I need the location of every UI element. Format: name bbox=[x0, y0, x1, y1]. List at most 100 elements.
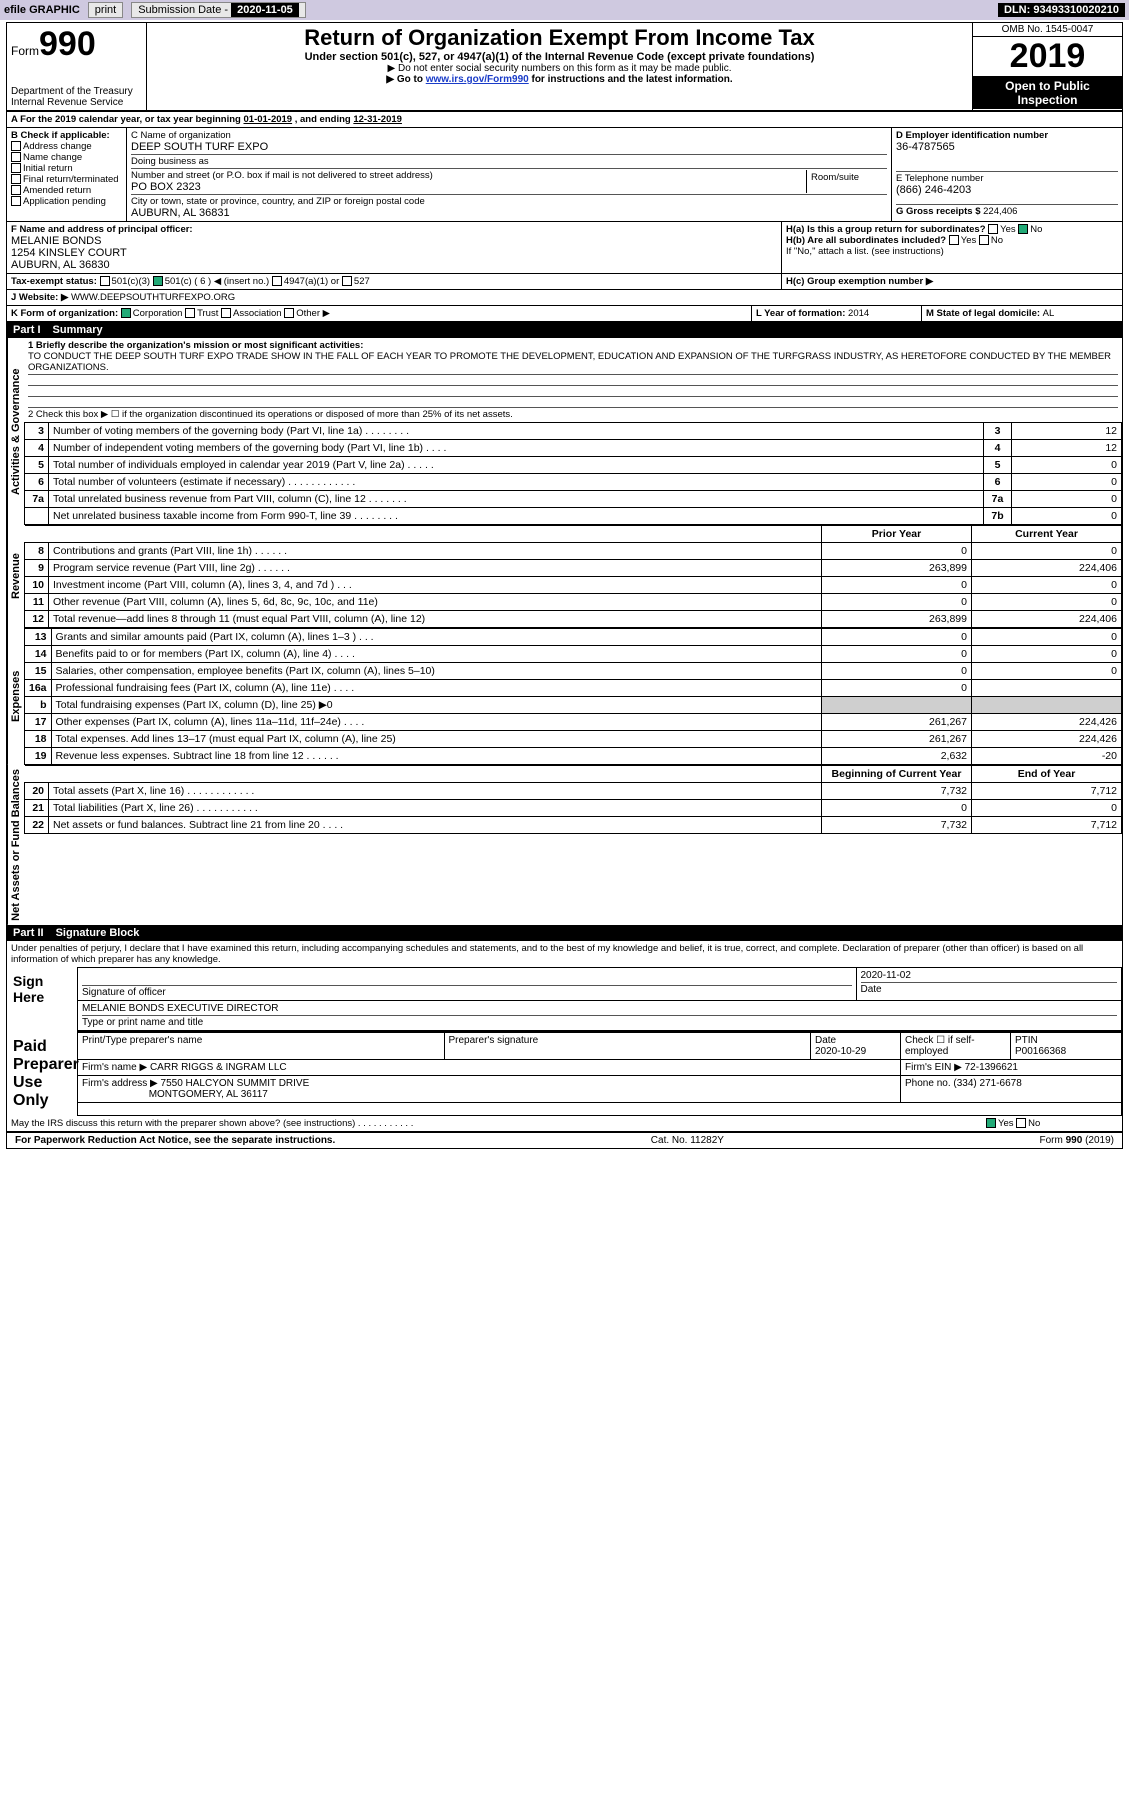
table-row: 10Investment income (Part VIII, column (… bbox=[25, 577, 1122, 594]
omb-number: OMB No. 1545-0047 bbox=[973, 23, 1122, 37]
box-g: G Gross receipts $ 224,406 bbox=[896, 206, 1118, 217]
table-row: 12Total revenue—add lines 8 through 11 (… bbox=[25, 611, 1122, 628]
table-row: 14Benefits paid to or for members (Part … bbox=[25, 646, 1122, 663]
sig-officer-label: Signature of officer bbox=[82, 987, 166, 998]
sign-here-label: Sign Here bbox=[7, 967, 77, 1032]
ein: 36-4787565 bbox=[896, 141, 1118, 153]
box-f-label: F Name and address of principal officer: bbox=[11, 224, 777, 235]
sig-date: 2020-11-02 bbox=[861, 970, 1118, 981]
table-row: 5Total number of individuals employed in… bbox=[25, 457, 1122, 474]
part2-header: Part IISignature Block bbox=[7, 925, 1122, 941]
table-row: 6Total number of volunteers (estimate if… bbox=[25, 474, 1122, 491]
note-link: ▶ Go to www.irs.gov/Form990 for instruct… bbox=[153, 74, 966, 85]
governance-table: 3Number of voting members of the governi… bbox=[24, 422, 1122, 525]
dept-treasury: Department of the Treasury Internal Reve… bbox=[11, 86, 142, 108]
table-row: 21Total liabilities (Part X, line 26) . … bbox=[25, 800, 1122, 817]
sig-date-label: Date bbox=[861, 984, 882, 995]
form-org-row: K Form of organization: Corporation Trus… bbox=[7, 306, 1122, 322]
table-row: 22Net assets or fund balances. Subtract … bbox=[25, 817, 1122, 834]
telephone: (866) 246-4203 bbox=[896, 184, 1118, 196]
typed-name: MELANIE BONDS EXECUTIVE DIRECTOR bbox=[82, 1003, 1117, 1014]
ha: H(a) Is this a group return for subordin… bbox=[786, 224, 1118, 235]
header-grid: B Check if applicable: Address changeNam… bbox=[7, 128, 1122, 222]
firm-ein: 72-1396621 bbox=[965, 1062, 1018, 1073]
discuss-row: May the IRS discuss this return with the… bbox=[7, 1116, 1122, 1132]
vlabel-governance: Activities & Governance bbox=[7, 338, 24, 525]
room-suite-label: Room/suite bbox=[807, 170, 887, 193]
box-b-option: Application pending bbox=[11, 196, 122, 207]
expenses-table: 13Grants and similar amounts paid (Part … bbox=[24, 628, 1122, 765]
table-row: bTotal fundraising expenses (Part IX, co… bbox=[25, 697, 1122, 714]
line2: 2 Check this box ▶ ☐ if the organization… bbox=[28, 409, 1118, 420]
vlabel-netassets: Net Assets or Fund Balances bbox=[7, 765, 24, 925]
paid-preparer-block: Paid Preparer Use Only Print/Type prepar… bbox=[7, 1032, 1122, 1116]
website-row: J Website: ▶ WWW.DEEPSOUTHTURFEXPO.ORG bbox=[7, 290, 1122, 306]
efile-label: efile GRAPHIC bbox=[4, 4, 80, 16]
org-city: AUBURN, AL 36831 bbox=[131, 207, 887, 219]
table-row: 19Revenue less expenses. Subtract line 1… bbox=[25, 748, 1122, 765]
table-row: 4Number of independent voting members of… bbox=[25, 440, 1122, 457]
org-name: DEEP SOUTH TURF EXPO bbox=[131, 141, 887, 153]
page-footer: For Paperwork Reduction Act Notice, see … bbox=[7, 1132, 1122, 1148]
officer-row: F Name and address of principal officer:… bbox=[7, 222, 1122, 274]
form-header: Form990 Department of the Treasury Inter… bbox=[7, 23, 1122, 112]
box-b-option: Name change bbox=[11, 152, 122, 163]
table-row: 15Salaries, other compensation, employee… bbox=[25, 663, 1122, 680]
firm-addr2: MONTGOMERY, AL 36117 bbox=[149, 1089, 268, 1100]
period-row: A For the 2019 calendar year, or tax yea… bbox=[7, 112, 1122, 128]
box-b-label: B Check if applicable: bbox=[11, 130, 122, 141]
firm-phone: (334) 271-6678 bbox=[953, 1078, 1021, 1089]
hb-note: If "No," attach a list. (see instruction… bbox=[786, 246, 1118, 257]
box-b-option: Initial return bbox=[11, 163, 122, 174]
dba-label: Doing business as bbox=[131, 156, 887, 167]
section-netassets: Net Assets or Fund Balances Beginning of… bbox=[7, 765, 1122, 925]
prep-date: 2020-10-29 bbox=[815, 1046, 866, 1057]
form-ref: Form 990 (2019) bbox=[1040, 1135, 1114, 1146]
table-row: 18Total expenses. Add lines 13–17 (must … bbox=[25, 731, 1122, 748]
table-row: 17Other expenses (Part IX, column (A), l… bbox=[25, 714, 1122, 731]
prep-selfemp: Check ☐ if self-employed bbox=[901, 1033, 1011, 1059]
section-governance: Activities & Governance 1 Briefly descri… bbox=[7, 338, 1122, 525]
officer-name: MELANIE BONDS bbox=[11, 235, 777, 247]
line1-label: 1 Briefly describe the organization's mi… bbox=[28, 340, 1118, 351]
table-row: 3Number of voting members of the governi… bbox=[25, 423, 1122, 440]
efile-topbar: efile GRAPHIC print Submission Date - 20… bbox=[0, 0, 1129, 20]
paid-preparer-label: Paid Preparer Use Only bbox=[7, 1032, 77, 1116]
table-row: 9Program service revenue (Part VIII, lin… bbox=[25, 560, 1122, 577]
form-subtitle: Under section 501(c), 527, or 4947(a)(1)… bbox=[153, 51, 966, 63]
note-ssn: ▶ Do not enter social security numbers o… bbox=[153, 63, 966, 74]
submission-date-button[interactable]: Submission Date - 2020-11-05 bbox=[131, 2, 306, 18]
pra-notice: For Paperwork Reduction Act Notice, see … bbox=[15, 1135, 335, 1146]
prep-print-name: Print/Type preparer's name bbox=[78, 1033, 445, 1059]
website: WWW.DEEPSOUTHTURFEXPO.ORG bbox=[71, 292, 235, 303]
firm-name: CARR RIGGS & INGRAM LLC bbox=[150, 1062, 287, 1073]
prep-sig: Preparer's signature bbox=[445, 1033, 812, 1059]
box-b-option: Final return/terminated bbox=[11, 174, 122, 185]
prep-ptin: P00166368 bbox=[1015, 1046, 1066, 1057]
tax-exempt-row: Tax-exempt status: 501(c)(3) 501(c) ( 6 … bbox=[7, 274, 1122, 290]
form-990: Form990 Department of the Treasury Inter… bbox=[6, 22, 1123, 1149]
typed-label: Type or print name and title bbox=[82, 1017, 203, 1028]
perjury-statement: Under penalties of perjury, I declare th… bbox=[7, 941, 1122, 967]
addr-label: Number and street (or P.O. box if mail i… bbox=[131, 170, 806, 181]
table-row: Beginning of Current YearEnd of Year bbox=[25, 766, 1122, 783]
box-e-label: E Telephone number bbox=[896, 173, 1118, 184]
hb: H(b) Are all subordinates included? Yes … bbox=[786, 235, 1118, 246]
cat-no: Cat. No. 11282Y bbox=[651, 1135, 724, 1146]
box-b-option: Amended return bbox=[11, 185, 122, 196]
firm-addr1: 7550 HALCYON SUMMIT DRIVE bbox=[161, 1078, 310, 1089]
table-row: 16aProfessional fundraising fees (Part I… bbox=[25, 680, 1122, 697]
vlabel-revenue: Revenue bbox=[7, 525, 24, 628]
table-row: Net unrelated business taxable income fr… bbox=[25, 508, 1122, 525]
section-expenses: Expenses 13Grants and similar amounts pa… bbox=[7, 628, 1122, 765]
org-address: PO BOX 2323 bbox=[131, 181, 806, 193]
table-row: Prior YearCurrent Year bbox=[25, 526, 1122, 543]
vlabel-expenses: Expenses bbox=[7, 628, 24, 765]
form-title: Return of Organization Exempt From Incom… bbox=[153, 25, 966, 51]
box-b-option: Address change bbox=[11, 141, 122, 152]
print-button[interactable]: print bbox=[88, 2, 123, 18]
revenue-table: Prior YearCurrent Year8Contributions and… bbox=[24, 525, 1122, 628]
table-row: 20Total assets (Part X, line 16) . . . .… bbox=[25, 783, 1122, 800]
box-d-label: D Employer identification number bbox=[896, 130, 1118, 141]
irs-link[interactable]: www.irs.gov/Form990 bbox=[426, 74, 529, 85]
